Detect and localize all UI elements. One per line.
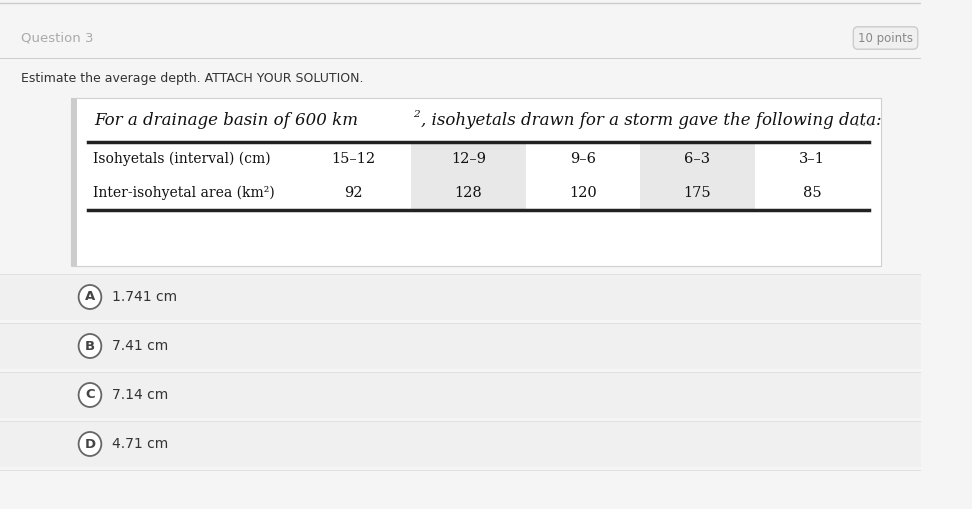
Bar — [641, 142, 755, 210]
Text: 120: 120 — [569, 186, 597, 200]
Circle shape — [79, 285, 101, 309]
Bar — [0, 274, 920, 320]
Text: Inter-isohyetal area (km²): Inter-isohyetal area (km²) — [92, 186, 274, 200]
Text: 10 points: 10 points — [858, 32, 913, 44]
Text: , isohyetals drawn for a storm gave the following data:: , isohyetals drawn for a storm gave the … — [421, 111, 882, 128]
Text: 12–9: 12–9 — [451, 152, 486, 166]
Bar — [0, 372, 920, 418]
Text: 7.41 cm: 7.41 cm — [112, 339, 168, 353]
Bar — [296, 142, 411, 210]
Text: 92: 92 — [344, 186, 363, 200]
Text: C: C — [86, 388, 95, 402]
Text: 4.71 cm: 4.71 cm — [112, 437, 168, 451]
Text: 6–3: 6–3 — [684, 152, 711, 166]
Circle shape — [79, 432, 101, 456]
Text: 15–12: 15–12 — [331, 152, 376, 166]
Bar — [71, 98, 881, 266]
Text: 7.14 cm: 7.14 cm — [112, 388, 168, 402]
Text: Estimate the average depth. ATTACH YOUR SOLUTION.: Estimate the average depth. ATTACH YOUR … — [20, 71, 364, 84]
Bar — [755, 142, 869, 210]
Bar — [71, 98, 77, 266]
Text: 175: 175 — [683, 186, 712, 200]
Text: 9–6: 9–6 — [570, 152, 596, 166]
Text: 3–1: 3–1 — [799, 152, 825, 166]
Bar — [0, 323, 920, 369]
Text: Isohyetals (interval) (cm): Isohyetals (interval) (cm) — [92, 152, 270, 166]
Text: 85: 85 — [803, 186, 821, 200]
Text: 2: 2 — [413, 109, 420, 119]
Text: A: A — [85, 291, 95, 303]
Text: …: … — [853, 110, 873, 129]
Bar — [411, 142, 526, 210]
Text: 128: 128 — [455, 186, 482, 200]
Text: 1.741 cm: 1.741 cm — [112, 290, 177, 304]
Text: For a drainage basin of 600 km: For a drainage basin of 600 km — [93, 111, 358, 128]
Circle shape — [79, 334, 101, 358]
Bar — [526, 142, 641, 210]
Circle shape — [79, 383, 101, 407]
Bar — [0, 421, 920, 467]
Text: Question 3: Question 3 — [20, 32, 93, 44]
Text: B: B — [85, 340, 95, 353]
Text: D: D — [85, 438, 95, 450]
